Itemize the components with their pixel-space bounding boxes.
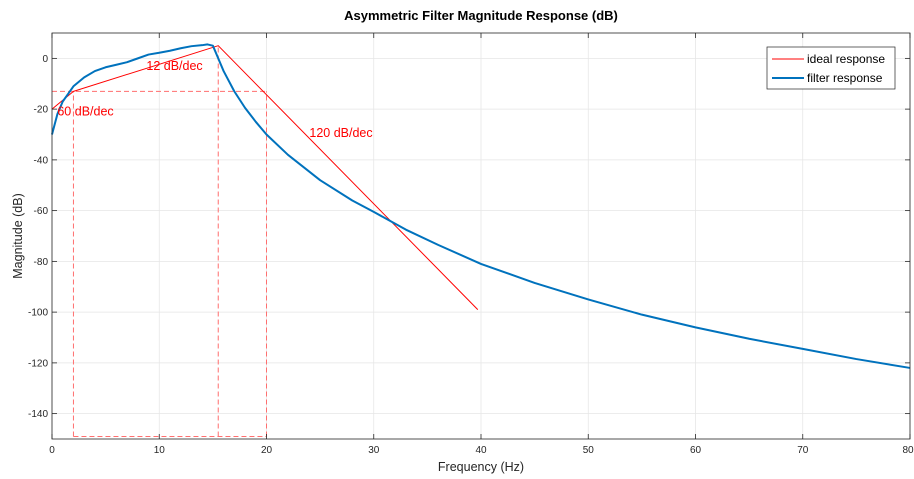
y-tick-label: -80 bbox=[34, 257, 49, 268]
x-tick-label: 80 bbox=[902, 445, 914, 456]
x-tick-label: 0 bbox=[49, 445, 55, 456]
x-tick-label: 20 bbox=[261, 445, 273, 456]
chart-title: Asymmetric Filter Magnitude Response (dB… bbox=[344, 8, 618, 23]
x-axis-label: Frequency (Hz) bbox=[438, 460, 524, 474]
x-tick-label: 50 bbox=[583, 445, 595, 456]
y-tick-label: -60 bbox=[34, 206, 49, 217]
annotations-group: 12 dB/dec 60 dB/dec 120 dB/dec bbox=[57, 59, 372, 140]
x-tick-label: 70 bbox=[797, 445, 809, 456]
x-tick-label: 30 bbox=[368, 445, 380, 456]
guide-lines bbox=[52, 45, 267, 437]
y-tick-label: -140 bbox=[28, 409, 48, 420]
legend-box bbox=[766, 46, 896, 90]
x-tick-label: 60 bbox=[690, 445, 702, 456]
x-tick-label: 40 bbox=[475, 445, 487, 456]
y-tick-label: -120 bbox=[28, 358, 48, 369]
y-tick-label: -40 bbox=[34, 155, 49, 166]
series-line-filter-response bbox=[51, 43, 911, 369]
y-axis-label: Magnitude (dB) bbox=[11, 193, 25, 278]
x-tick-label: 10 bbox=[154, 445, 166, 456]
annotation-label: 12 dB/dec bbox=[146, 59, 202, 73]
ticks-group: 0 10 20 30 40 50 60 70 80 -140 -120 -100 -80 -60 -40 -2… bbox=[28, 33, 914, 456]
y-tick-label: -100 bbox=[28, 308, 48, 319]
y-tick-label: 0 bbox=[42, 54, 48, 65]
y-tick-label: -20 bbox=[34, 105, 49, 116]
legend: ideal response filter response bbox=[766, 46, 896, 90]
annotation-label: 120 dB/dec bbox=[309, 126, 372, 140]
annotation-label: 60 dB/dec bbox=[57, 104, 113, 118]
legend-entry-filter-response: filter response bbox=[807, 71, 883, 85]
legend-entry-ideal-response: ideal response bbox=[807, 52, 885, 66]
series-group bbox=[51, 43, 911, 369]
